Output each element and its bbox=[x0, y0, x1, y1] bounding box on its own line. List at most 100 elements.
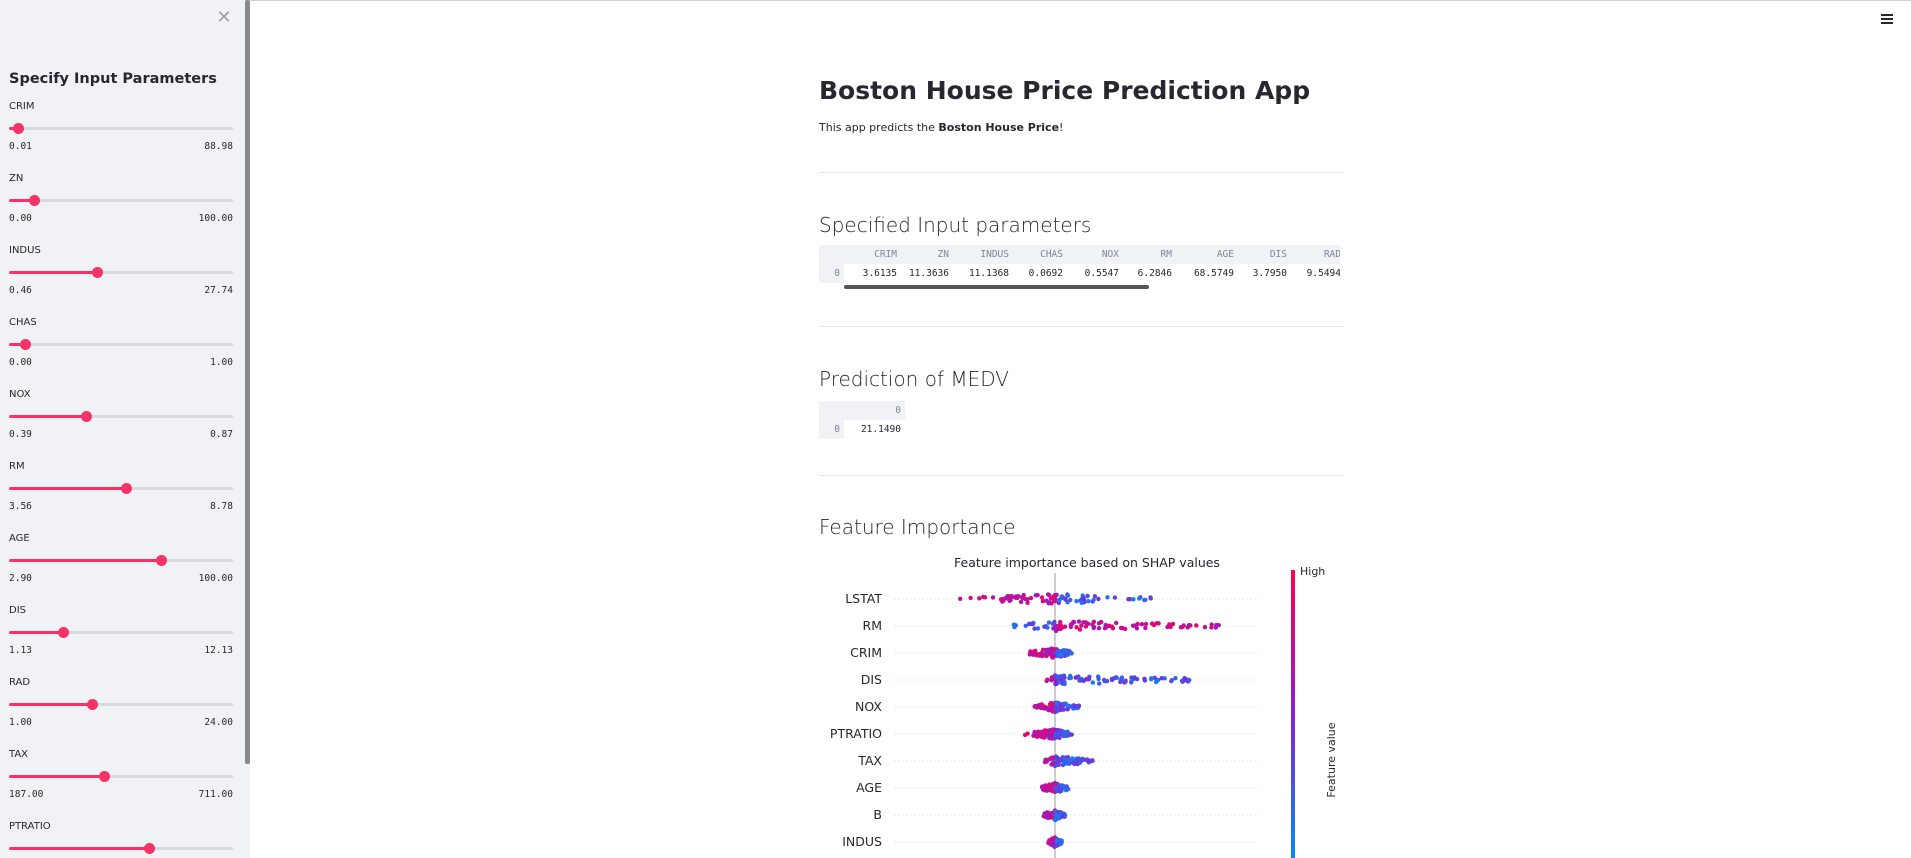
shap-point bbox=[1079, 600, 1084, 605]
slider-track[interactable] bbox=[9, 339, 233, 350]
table-cell[interactable]: 9.5494 bbox=[1306, 268, 1340, 279]
table-cell[interactable]: 3.6135 bbox=[862, 268, 897, 279]
shap-point bbox=[1179, 678, 1185, 684]
shap-point bbox=[1044, 678, 1049, 684]
table-header-cell[interactable]: 0 bbox=[895, 405, 901, 416]
table-header-cell[interactable]: RAD bbox=[1323, 249, 1340, 260]
shap-point bbox=[1096, 626, 1102, 631]
close-icon[interactable]: ✕ bbox=[216, 7, 232, 28]
table-header-cell[interactable]: CRIM bbox=[874, 249, 897, 260]
shap-point bbox=[1064, 784, 1069, 789]
slider-label: NOX bbox=[9, 389, 31, 400]
slider-thumb[interactable] bbox=[13, 123, 25, 134]
header-divider bbox=[250, 0, 1911, 1]
table-scrollbar[interactable] bbox=[844, 285, 1149, 289]
table-cell[interactable]: 3.7950 bbox=[1252, 268, 1287, 279]
table-cell[interactable]: 0.0692 bbox=[1028, 268, 1063, 279]
hamburger-menu-icon[interactable] bbox=[1881, 12, 1895, 26]
table-header-cell[interactable]: RM bbox=[1160, 249, 1172, 260]
shap-point bbox=[1018, 599, 1024, 605]
table-cell[interactable]: 21.1490 bbox=[860, 424, 901, 435]
table-header-cell[interactable]: CHAS bbox=[1040, 249, 1063, 260]
shap-point bbox=[1118, 625, 1124, 631]
shap-point bbox=[1053, 681, 1058, 687]
table-header-row: CRIM ZN INDUS CHAS NOX RM AGE DIS RAD bbox=[819, 245, 1340, 264]
shap-point bbox=[1185, 625, 1190, 630]
slider-zn[interactable]: ZN 0.00 100.00 bbox=[9, 173, 233, 233]
section-title-prediction: Prediction of MEDV bbox=[819, 367, 1009, 391]
shap-point bbox=[1187, 677, 1192, 683]
shap-point bbox=[1008, 598, 1013, 603]
slider-rm[interactable]: RM 3.56 8.78 bbox=[9, 461, 233, 521]
slider-thumb[interactable] bbox=[98, 771, 110, 782]
shap-point bbox=[1075, 757, 1080, 762]
slider-track[interactable] bbox=[9, 483, 233, 494]
slider-thumb[interactable] bbox=[155, 555, 167, 566]
shap-point bbox=[1168, 624, 1173, 630]
table-cell[interactable]: 11.1368 bbox=[968, 268, 1009, 279]
slider-thumb[interactable] bbox=[91, 267, 103, 278]
slider-dis[interactable]: DIS 1.13 12.13 bbox=[9, 605, 233, 665]
table-header-cell[interactable]: INDUS bbox=[980, 249, 1009, 260]
params-table[interactable]: CRIM ZN INDUS CHAS NOX RM AGE DIS RAD 0 3.6135 11.3… bbox=[819, 245, 1340, 289]
slider-indus[interactable]: INDUS 0.46 27.74 bbox=[9, 245, 233, 305]
slider-track[interactable] bbox=[9, 699, 233, 710]
slider-track[interactable] bbox=[9, 555, 233, 566]
slider-tax[interactable]: TAX 187.00 711.00 bbox=[9, 749, 233, 809]
slider-chas[interactable]: CHAS 0.00 1.00 bbox=[9, 317, 233, 377]
shap-point bbox=[1139, 622, 1145, 627]
shap-point bbox=[1042, 706, 1047, 711]
slider-fill bbox=[9, 703, 93, 706]
shap-point bbox=[1091, 624, 1097, 629]
shap-point bbox=[1012, 622, 1017, 627]
shap-point bbox=[1059, 594, 1064, 599]
shap-point bbox=[1074, 599, 1079, 604]
slider-track[interactable] bbox=[9, 843, 233, 854]
table-header-cell[interactable]: NOX bbox=[1101, 249, 1119, 260]
slider-ptratio[interactable]: PTRATIO bbox=[9, 821, 233, 858]
shap-point bbox=[1028, 595, 1034, 601]
shap-point bbox=[1051, 653, 1057, 658]
slider-track[interactable] bbox=[9, 195, 233, 206]
slider-track[interactable] bbox=[9, 123, 233, 134]
feature-label: INDUS bbox=[842, 834, 882, 849]
shap-point bbox=[1000, 597, 1005, 603]
slider-thumb[interactable] bbox=[87, 699, 99, 710]
shap-point bbox=[1052, 705, 1058, 711]
feature-label: AGE bbox=[856, 780, 882, 795]
slider-thumb[interactable] bbox=[29, 195, 41, 206]
prediction-table[interactable]: 0 0 21.1490 bbox=[819, 401, 905, 439]
slider-track[interactable] bbox=[9, 627, 233, 638]
shap-point bbox=[1039, 595, 1045, 600]
slider-track[interactable] bbox=[9, 771, 233, 782]
slider-nox[interactable]: NOX 0.39 0.87 bbox=[9, 389, 233, 449]
slider-thumb[interactable] bbox=[19, 339, 31, 350]
slider-label: AGE bbox=[9, 533, 30, 544]
table-header-cell[interactable]: ZN bbox=[937, 249, 949, 260]
slider-track[interactable] bbox=[9, 267, 233, 278]
table-header-cell[interactable]: DIS bbox=[1269, 249, 1287, 260]
table-cell[interactable]: 6.2846 bbox=[1137, 268, 1172, 279]
table-cell[interactable]: 0.5547 bbox=[1084, 268, 1119, 279]
shap-point bbox=[1039, 702, 1044, 707]
shap-point bbox=[1068, 673, 1073, 679]
shap-point bbox=[1165, 624, 1170, 630]
slider-crim[interactable]: CRIM 0.01 88.98 bbox=[9, 101, 233, 161]
shap-point bbox=[1114, 675, 1119, 680]
shap-point bbox=[1092, 594, 1098, 599]
sidebar-scrollbar[interactable] bbox=[245, 0, 250, 764]
slider-thumb[interactable] bbox=[80, 411, 92, 422]
shap-point bbox=[1015, 595, 1020, 601]
table-cell[interactable]: 68.5749 bbox=[1193, 268, 1234, 279]
shap-point bbox=[1058, 707, 1063, 713]
slider-thumb[interactable] bbox=[143, 843, 155, 854]
shap-point bbox=[1112, 595, 1118, 600]
slider-track[interactable] bbox=[9, 411, 233, 422]
slider-age[interactable]: AGE 2.90 100.00 bbox=[9, 533, 233, 593]
table-header-cell[interactable]: AGE bbox=[1216, 249, 1234, 260]
table-cell[interactable]: 11.3636 bbox=[908, 268, 949, 279]
shap-point bbox=[1060, 625, 1065, 630]
slider-thumb[interactable] bbox=[120, 483, 132, 494]
slider-rad[interactable]: RAD 1.00 24.00 bbox=[9, 677, 233, 737]
slider-thumb[interactable] bbox=[58, 627, 70, 638]
